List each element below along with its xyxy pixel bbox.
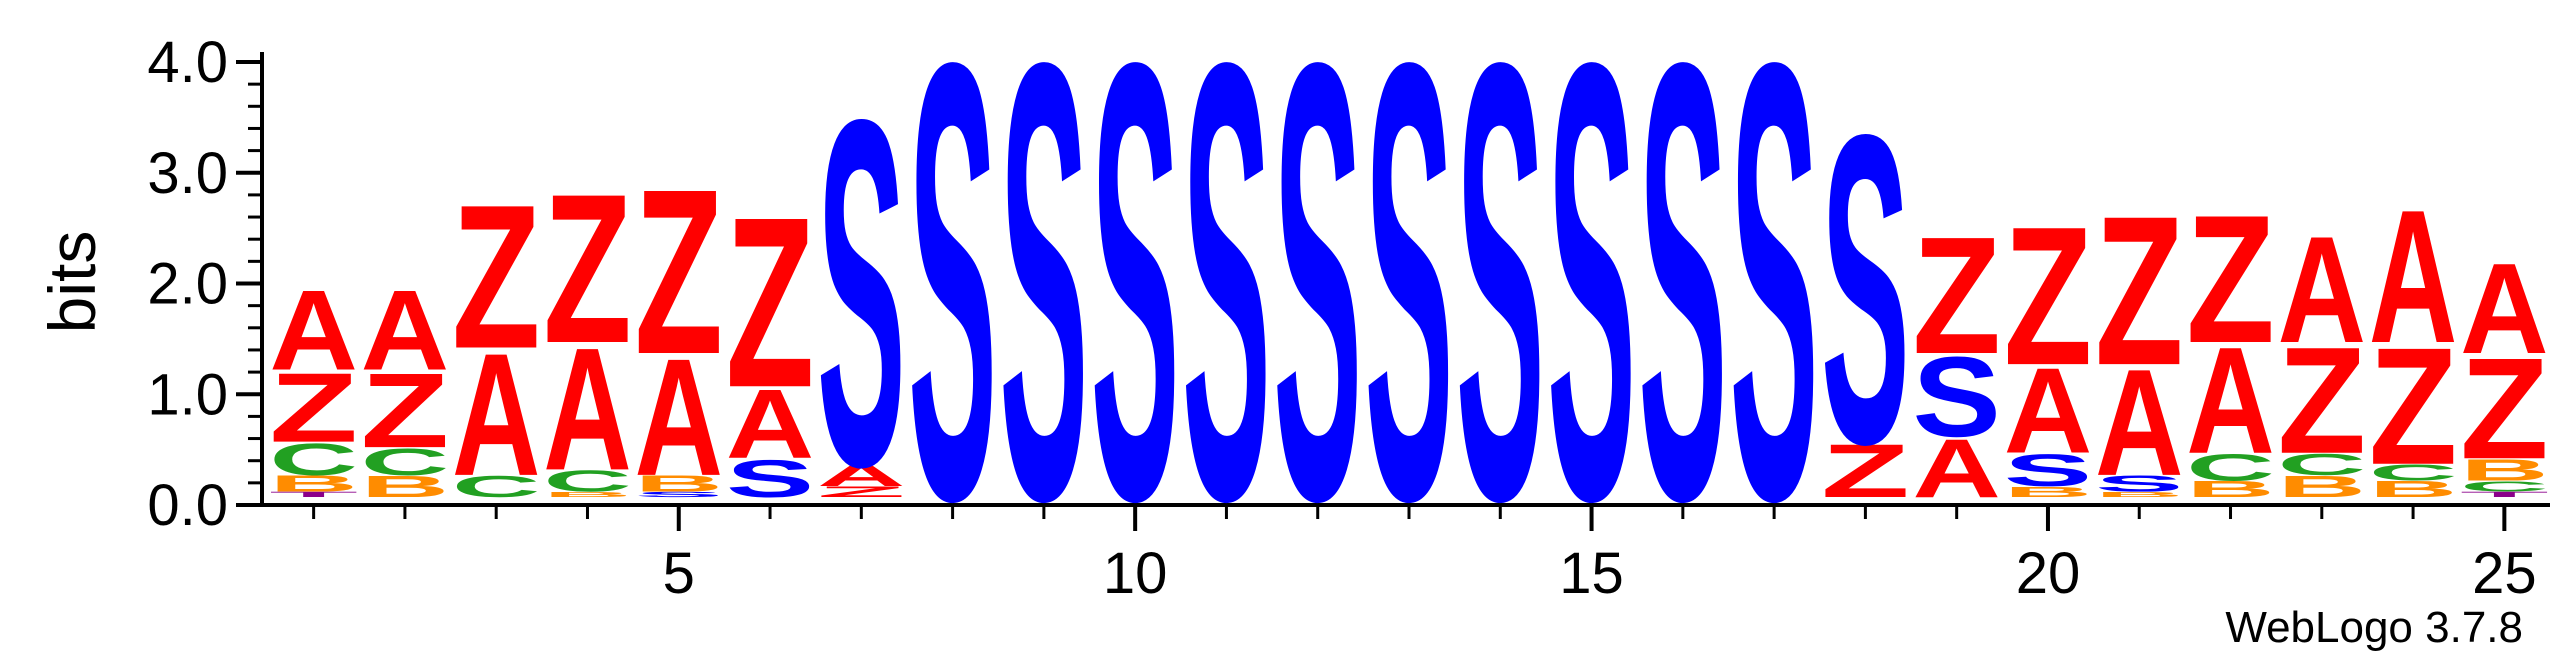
letter-s-pos-21: S: [2095, 471, 2184, 496]
letter-s-pos-5: S: [634, 490, 723, 498]
y-tick-label: 4.0: [147, 30, 228, 95]
letter-a-pos-3: A: [452, 316, 541, 512]
letter-a-pos-4: A: [543, 311, 632, 507]
letter-z-pos-7: Z: [817, 483, 906, 500]
letter-s-pos-19: S: [1912, 334, 2001, 461]
letter-a-pos-20: A: [2004, 342, 2093, 478]
letter-s-pos-11: S: [1182, 0, 1271, 630]
x-tick-label: 25: [2472, 541, 2537, 606]
letter-a-pos-2: A: [361, 268, 450, 395]
letter-b-pos-5: B: [634, 471, 723, 497]
letter-b-pos-23: B: [2278, 469, 2367, 503]
letter-b-pos-25: B: [2460, 453, 2549, 487]
letter-s-pos-7: S: [817, 17, 906, 569]
letter-a-pos-21: A: [2095, 338, 2184, 507]
letter-a-pos-1: A: [269, 268, 358, 395]
letter-z-pos-21: Z: [2095, 171, 2184, 409]
letter-s-pos-17: S: [1730, 0, 1819, 630]
weblogo-credit: WebLogo 3.7.8: [2225, 603, 2523, 652]
letter-a-pos-22: A: [2186, 316, 2275, 485]
letter-s-pos-12: S: [1273, 0, 1362, 630]
letter-b-pos-24: B: [2369, 476, 2458, 502]
letter-c-pos-3: C: [452, 469, 541, 503]
letter-z-pos-5: Z: [634, 141, 723, 404]
letter-c-pos-24: C: [2369, 460, 2458, 486]
letter-z-pos-19: Z: [1912, 202, 2001, 389]
letter-a-pos-24: A: [2369, 170, 2458, 383]
letter-b-pos-20: B: [2004, 483, 2093, 500]
letter-c-pos-23: C: [2278, 447, 2367, 481]
letter-s-pos-6: S: [726, 449, 815, 508]
letter-z-pos-3: Z: [452, 162, 541, 392]
letter-t-pos-25: T: [2460, 490, 2549, 499]
letter-b-pos-22: B: [2186, 476, 2275, 502]
x-tick-label: 5: [663, 541, 695, 606]
letter-c-pos-2: C: [361, 441, 450, 483]
y-tick-label: 1.0: [147, 362, 228, 427]
letter-z-pos-22: Z: [2186, 177, 2275, 381]
y-axis-label: bits: [35, 231, 109, 334]
letter-z-pos-6: Z: [726, 168, 815, 439]
letter-s-pos-14: S: [1456, 0, 1545, 630]
letter-s-pos-13: S: [1365, 0, 1454, 630]
letter-a-pos-6: A: [726, 369, 815, 480]
letter-a-pos-7: A: [817, 458, 906, 492]
letter-c-pos-22: C: [2186, 446, 2275, 488]
letter-s-pos-16: S: [1639, 0, 1728, 630]
letter-s-pos-10: S: [1091, 0, 1180, 630]
letter-s-pos-9: S: [1000, 0, 1089, 630]
letter-z-pos-23: Z: [2278, 317, 2367, 486]
letter-b-pos-1: B: [269, 471, 358, 497]
letter-t-pos-1: T: [269, 490, 358, 499]
x-tick-label: 15: [1559, 541, 1624, 606]
x-tick-label: 20: [2016, 541, 2081, 606]
letter-z-pos-25: Z: [2460, 328, 2549, 490]
letter-s-pos-8: S: [908, 0, 997, 630]
letter-z-pos-4: Z: [543, 149, 632, 387]
letter-a-pos-19: A: [1912, 422, 2001, 515]
letter-z-pos-18: Z: [1821, 428, 1910, 513]
letter-s-pos-15: S: [1547, 0, 1636, 630]
letter-b-pos-2: B: [361, 469, 450, 503]
y-tick-label: 3.0: [147, 141, 228, 206]
letter-s-pos-20: S: [2004, 445, 2093, 496]
letter-b-pos-21: B: [2095, 490, 2184, 498]
letter-b-pos-4: B: [543, 490, 632, 498]
axes: 0.0 1.0 2.0 3.0 4.0 5 10 15 20 25: [147, 30, 2550, 606]
letter-a-pos-25: A: [2460, 236, 2549, 381]
letter-c-pos-25: C: [2460, 478, 2549, 495]
letter-a-pos-5: A: [634, 324, 723, 511]
letter-c-pos-4: C: [543, 464, 632, 498]
x-tick-label: 10: [1103, 541, 1168, 606]
letter-c-pos-1: C: [269, 433, 358, 484]
letter-z-pos-20: Z: [2004, 185, 2093, 406]
y-tick-label: 0.0: [147, 473, 228, 538]
letter-z-pos-1: Z: [269, 353, 358, 463]
letter-z-pos-24: Z: [2369, 313, 2458, 500]
letter-s-pos-18: S: [1821, 42, 1910, 535]
letter-z-pos-2: Z: [361, 351, 450, 470]
y-tick-label: 2.0: [147, 252, 228, 317]
letter-a-pos-23: A: [2278, 205, 2367, 374]
